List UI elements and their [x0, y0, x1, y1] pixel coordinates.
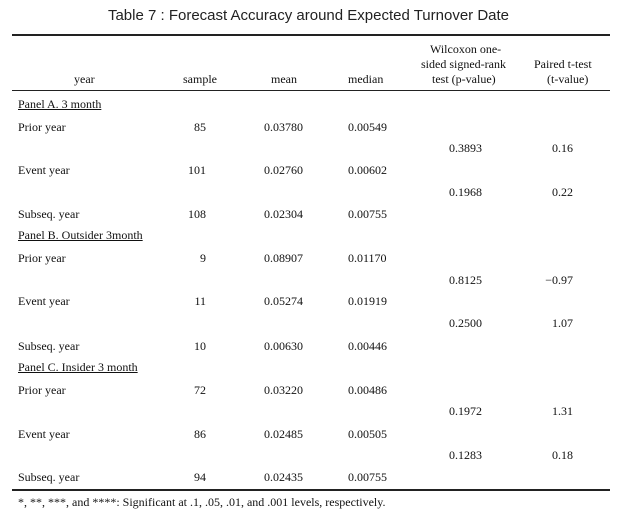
table-cell-median: 0.00486 [348, 383, 387, 397]
table-cell-wilcoxon: 0.1968 [449, 185, 482, 199]
table-cell-tvalue: 0.16 [552, 141, 573, 155]
header-wilcoxon-line2: sided signed-rank [421, 57, 506, 71]
header-ttest-line2: (t-value) [547, 72, 589, 86]
table-cell-median: 0.00549 [348, 120, 387, 134]
panel-c-label: Panel C. Insider 3 month [18, 360, 138, 374]
table-cell-wilcoxon: 0.1972 [449, 404, 482, 418]
table-row-label: Subseq. year [18, 339, 80, 353]
table-cell-tvalue: 0.22 [552, 185, 573, 199]
table-cell-sample: 72 [194, 383, 206, 397]
table-row-label: Prior year [18, 251, 66, 265]
table-row-label: Event year [18, 163, 70, 177]
top-rule [12, 34, 610, 36]
table-row-label: Subseq. year [18, 207, 80, 221]
table-cell-median: 0.00446 [348, 339, 387, 353]
table-cell-sample: 85 [194, 120, 206, 134]
table-cell-mean: 0.08907 [264, 251, 303, 265]
table-cell-median: 0.01919 [348, 294, 387, 308]
table-row-label: Prior year [18, 120, 66, 134]
table-cell-tvalue: 1.31 [552, 404, 573, 418]
table-cell-median: 0.00755 [348, 207, 387, 221]
table-row-label: Event year [18, 294, 70, 308]
header-mean: mean [271, 72, 297, 86]
header-year: year [74, 72, 95, 86]
header-ttest-line1: Paired t-test [534, 57, 592, 71]
table-cell-wilcoxon: 0.8125 [449, 273, 482, 287]
table-cell-sample: 9 [200, 251, 206, 265]
table-cell-mean: 0.03780 [264, 120, 303, 134]
table-row-label: Prior year [18, 383, 66, 397]
panel-b-label: Panel B. Outsider 3month [18, 228, 143, 242]
table-cell-mean: 0.05274 [264, 294, 303, 308]
header-rule [12, 90, 610, 91]
table-row-label: Subseq. year [18, 470, 80, 484]
table-cell-mean: 0.03220 [264, 383, 303, 397]
table-cell-sample: 11 [194, 294, 206, 308]
table-cell-wilcoxon: 0.1283 [449, 448, 482, 462]
table-cell-median: 0.00505 [348, 427, 387, 441]
table-cell-mean: 0.00630 [264, 339, 303, 353]
table-cell-median: 0.01170 [348, 251, 387, 265]
table-cell-tvalue: −0.97 [545, 273, 573, 287]
table-cell-median: 0.00755 [348, 470, 387, 484]
footnote: *, **, ***, and ****: Significant at .1,… [18, 495, 386, 509]
table-cell-sample: 10 [194, 339, 206, 353]
table-cell-mean: 0.02304 [264, 207, 303, 221]
header-wilcoxon-line1: Wilcoxon one- [430, 42, 502, 56]
table-cell-mean: 0.02760 [264, 163, 303, 177]
bottom-rule [12, 489, 610, 491]
table-cell-wilcoxon: 0.3893 [449, 141, 482, 155]
table-cell-mean: 0.02435 [264, 470, 303, 484]
table-cell-sample: 86 [194, 427, 206, 441]
table-cell-wilcoxon: 0.2500 [449, 316, 482, 330]
table-cell-median: 0.00602 [348, 163, 387, 177]
table-cell-tvalue: 1.07 [552, 316, 573, 330]
panel-a-label: Panel A. 3 month [18, 97, 102, 111]
header-sample: sample [183, 72, 217, 86]
table-row-label: Event year [18, 427, 70, 441]
table-title: Table 7 : Forecast Accuracy around Expec… [107, 7, 510, 24]
table-cell-tvalue: 0.18 [552, 448, 573, 462]
table-cell-sample: 101 [188, 163, 206, 177]
table-cell-sample: 108 [188, 207, 206, 221]
table-cell-sample: 94 [194, 470, 206, 484]
header-median: median [348, 72, 384, 86]
table-cell-mean: 0.02485 [264, 427, 303, 441]
header-wilcoxon-line3: test (p-value) [432, 72, 496, 86]
